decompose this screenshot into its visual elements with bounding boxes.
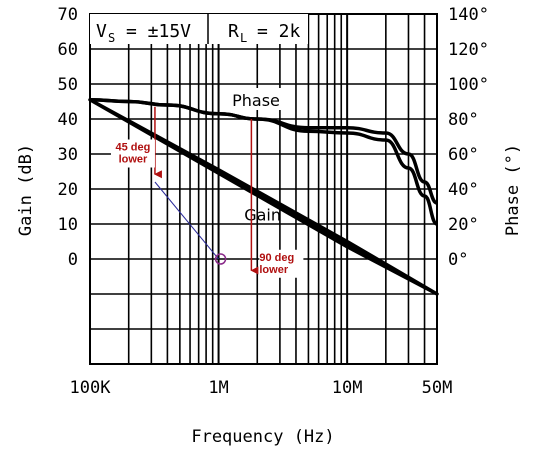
phase-curve-label: Phase <box>232 91 280 110</box>
right-y-tick-label: 100° <box>448 75 489 95</box>
gain-band <box>88 98 439 296</box>
header-rl-symbol: R <box>228 21 239 42</box>
crossover-marker <box>214 253 227 265</box>
left-y-tick-label: 0 <box>68 250 78 270</box>
phase-label-background <box>227 88 285 110</box>
annotation-text-2: 90 deg <box>259 252 294 264</box>
header-vs-subscript: S <box>108 31 115 45</box>
phase-curve-2 <box>89 98 438 226</box>
right-y-tick-label: 140° <box>448 5 489 25</box>
annotation-text-1: 45 deg <box>116 142 151 154</box>
series-layer: Gain Phase <box>88 88 439 296</box>
x-tick-label: 10M <box>332 378 363 398</box>
left-y-tick-label: 20 <box>58 180 78 200</box>
left-y-tick-label: 50 <box>58 75 78 95</box>
header-rl-subscript: L <box>240 31 247 45</box>
annotation-background-2 <box>259 249 304 278</box>
x-tick-label: 1M <box>208 378 228 398</box>
crossover-connector <box>154 181 219 260</box>
annotation-text-1: lower <box>119 154 148 166</box>
x-axis-label: Frequency (Hz) <box>191 427 334 447</box>
x-tick-label: 100K <box>70 378 112 398</box>
right-y-axis-label: Phase (°) <box>503 144 523 236</box>
right-y-tick-label: 40° <box>448 180 479 200</box>
right-y-tick-label: 20° <box>448 215 479 235</box>
gain-curve-label: Gain <box>244 206 281 225</box>
right-y-tick-label: 120° <box>448 40 489 60</box>
right-y-tick-label: 0° <box>448 250 468 270</box>
left-y-tick-label: 60 <box>58 40 78 60</box>
left-y-tick-label: 70 <box>58 5 78 25</box>
header-vs-symbol: V <box>96 21 107 42</box>
left-y-tick-label: 30 <box>58 145 78 165</box>
annotation-text-2: lower <box>259 264 288 276</box>
header-box <box>90 14 308 44</box>
left-y-axis-label: Gain (dB) <box>16 144 36 236</box>
left-y-tick-label: 10 <box>58 215 78 235</box>
grid <box>89 13 438 365</box>
right-y-tick-label: 80° <box>448 110 479 130</box>
x-tick-label: 50M <box>422 378 453 398</box>
left-y-tick-label: 40 <box>58 110 78 130</box>
header-vs-value: = ±15V <box>126 21 191 42</box>
header-rl-value: = 2k <box>257 21 301 42</box>
tick-labels: 70 60 50 40 30 20 10 0 140° 120° 100° 80° 60° 40° 20° 0… <box>58 5 489 398</box>
annotation-background-1 <box>110 139 155 168</box>
right-y-tick-label: 60° <box>448 145 479 165</box>
